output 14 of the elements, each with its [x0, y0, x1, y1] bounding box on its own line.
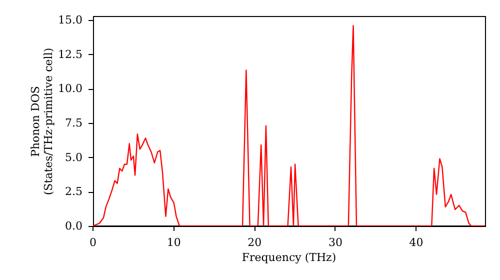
- x-tick-label: 0: [90, 236, 96, 249]
- y-tick-label: 0.0: [65, 220, 82, 232]
- x-axis-title: Frequency (THz): [242, 251, 336, 264]
- x-tick-label: 10: [166, 236, 181, 249]
- x-tick-label: 30: [328, 236, 342, 249]
- y-tick-label: 12.5: [58, 48, 82, 61]
- y-tick-label: 2.5: [65, 185, 82, 198]
- y-tick-label: 10.0: [58, 82, 82, 96]
- x-tick-label: 20: [248, 236, 262, 249]
- y-axis-title: Phonon DOS (States/THz·primitive cell): [29, 48, 56, 196]
- y-tick-label: 15.0: [58, 14, 82, 27]
- y-tick-label: 7.5: [65, 116, 82, 130]
- x-tick-label: 40: [409, 236, 424, 249]
- y-tick-label: 5.0: [65, 150, 82, 164]
